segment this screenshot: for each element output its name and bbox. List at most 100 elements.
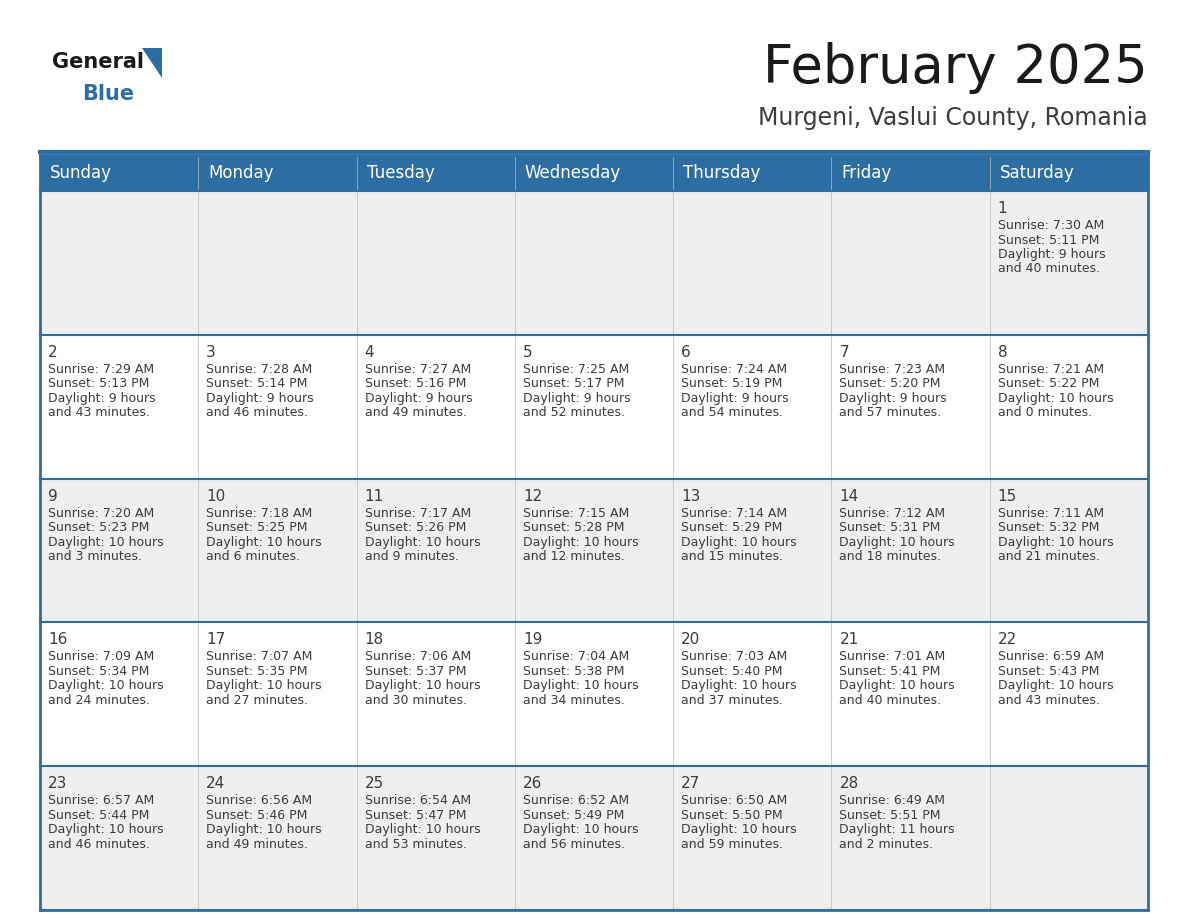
Text: Sunrise: 7:17 AM: Sunrise: 7:17 AM	[365, 507, 470, 520]
Text: Sunrise: 7:23 AM: Sunrise: 7:23 AM	[840, 363, 946, 375]
Text: Sunset: 5:43 PM: Sunset: 5:43 PM	[998, 665, 1099, 677]
Text: Daylight: 10 hours: Daylight: 10 hours	[207, 535, 322, 549]
Text: Wednesday: Wednesday	[525, 164, 621, 182]
Text: Sunrise: 7:25 AM: Sunrise: 7:25 AM	[523, 363, 630, 375]
Text: 26: 26	[523, 777, 542, 791]
Text: 15: 15	[998, 488, 1017, 504]
Text: Daylight: 11 hours: Daylight: 11 hours	[840, 823, 955, 836]
Text: Sunset: 5:20 PM: Sunset: 5:20 PM	[840, 377, 941, 390]
Text: and 59 minutes.: and 59 minutes.	[681, 838, 783, 851]
Text: and 27 minutes.: and 27 minutes.	[207, 694, 308, 707]
Text: Sunrise: 7:29 AM: Sunrise: 7:29 AM	[48, 363, 154, 375]
Text: Daylight: 10 hours: Daylight: 10 hours	[523, 535, 638, 549]
Text: Sunset: 5:16 PM: Sunset: 5:16 PM	[365, 377, 466, 390]
Text: Daylight: 9 hours: Daylight: 9 hours	[523, 392, 631, 405]
Text: Sunrise: 7:15 AM: Sunrise: 7:15 AM	[523, 507, 630, 520]
Text: Sunset: 5:46 PM: Sunset: 5:46 PM	[207, 809, 308, 822]
Text: Daylight: 10 hours: Daylight: 10 hours	[681, 679, 797, 692]
Text: 11: 11	[365, 488, 384, 504]
Text: Sunrise: 7:21 AM: Sunrise: 7:21 AM	[998, 363, 1104, 375]
Text: Daylight: 10 hours: Daylight: 10 hours	[998, 679, 1113, 692]
Text: 5: 5	[523, 345, 532, 360]
Text: Daylight: 9 hours: Daylight: 9 hours	[48, 392, 156, 405]
Text: 2: 2	[48, 345, 58, 360]
Text: Sunrise: 7:24 AM: Sunrise: 7:24 AM	[681, 363, 788, 375]
Bar	[40, 155, 1148, 191]
Text: Daylight: 10 hours: Daylight: 10 hours	[207, 823, 322, 836]
Text: Sunrise: 7:01 AM: Sunrise: 7:01 AM	[840, 650, 946, 664]
Text: 16: 16	[48, 633, 68, 647]
Polygon shape	[143, 48, 162, 78]
Text: Daylight: 9 hours: Daylight: 9 hours	[998, 248, 1105, 261]
Text: Daylight: 10 hours: Daylight: 10 hours	[523, 823, 638, 836]
Text: Daylight: 10 hours: Daylight: 10 hours	[840, 679, 955, 692]
Text: Sunrise: 7:11 AM: Sunrise: 7:11 AM	[998, 507, 1104, 520]
Text: Daylight: 10 hours: Daylight: 10 hours	[681, 823, 797, 836]
Text: and 34 minutes.: and 34 minutes.	[523, 694, 625, 707]
Text: 25: 25	[365, 777, 384, 791]
Text: Sunset: 5:37 PM: Sunset: 5:37 PM	[365, 665, 466, 677]
Text: Daylight: 10 hours: Daylight: 10 hours	[48, 535, 164, 549]
Text: Sunset: 5:17 PM: Sunset: 5:17 PM	[523, 377, 625, 390]
Text: 19: 19	[523, 633, 542, 647]
Text: Sunset: 5:47 PM: Sunset: 5:47 PM	[365, 809, 466, 822]
Text: Tuesday: Tuesday	[367, 164, 435, 182]
Text: Sunset: 5:32 PM: Sunset: 5:32 PM	[998, 521, 1099, 534]
Text: and 57 minutes.: and 57 minutes.	[840, 407, 942, 420]
Text: and 46 minutes.: and 46 minutes.	[48, 838, 150, 851]
Text: Sunset: 5:49 PM: Sunset: 5:49 PM	[523, 809, 624, 822]
Text: Sunset: 5:11 PM: Sunset: 5:11 PM	[998, 233, 1099, 247]
Text: Daylight: 9 hours: Daylight: 9 hours	[840, 392, 947, 405]
Text: Sunrise: 7:12 AM: Sunrise: 7:12 AM	[840, 507, 946, 520]
Text: and 49 minutes.: and 49 minutes.	[365, 407, 467, 420]
Text: 13: 13	[681, 488, 701, 504]
Text: and 21 minutes.: and 21 minutes.	[998, 550, 1100, 563]
Bar	[40, 335, 1148, 478]
Text: Sunset: 5:28 PM: Sunset: 5:28 PM	[523, 521, 625, 534]
Text: and 40 minutes.: and 40 minutes.	[840, 694, 941, 707]
Text: Daylight: 10 hours: Daylight: 10 hours	[48, 823, 164, 836]
Text: Sunrise: 7:18 AM: Sunrise: 7:18 AM	[207, 507, 312, 520]
Text: Sunrise: 7:20 AM: Sunrise: 7:20 AM	[48, 507, 154, 520]
Text: and 43 minutes.: and 43 minutes.	[48, 407, 150, 420]
Text: Daylight: 10 hours: Daylight: 10 hours	[365, 823, 480, 836]
Text: and 49 minutes.: and 49 minutes.	[207, 838, 308, 851]
Text: 18: 18	[365, 633, 384, 647]
Text: Sunset: 5:23 PM: Sunset: 5:23 PM	[48, 521, 150, 534]
Text: Sunrise: 6:56 AM: Sunrise: 6:56 AM	[207, 794, 312, 807]
Text: Sunset: 5:19 PM: Sunset: 5:19 PM	[681, 377, 783, 390]
Text: Daylight: 9 hours: Daylight: 9 hours	[207, 392, 314, 405]
Text: and 24 minutes.: and 24 minutes.	[48, 694, 150, 707]
Text: and 43 minutes.: and 43 minutes.	[998, 694, 1100, 707]
Text: Sunrise: 7:14 AM: Sunrise: 7:14 AM	[681, 507, 788, 520]
Text: Sunrise: 7:04 AM: Sunrise: 7:04 AM	[523, 650, 630, 664]
Text: Friday: Friday	[841, 164, 892, 182]
Text: Daylight: 10 hours: Daylight: 10 hours	[365, 535, 480, 549]
Text: and 2 minutes.: and 2 minutes.	[840, 838, 934, 851]
Text: Sunday: Sunday	[50, 164, 112, 182]
Text: 17: 17	[207, 633, 226, 647]
Text: Daylight: 10 hours: Daylight: 10 hours	[523, 679, 638, 692]
Text: and 53 minutes.: and 53 minutes.	[365, 838, 467, 851]
Text: Sunset: 5:13 PM: Sunset: 5:13 PM	[48, 377, 150, 390]
Text: Sunrise: 6:57 AM: Sunrise: 6:57 AM	[48, 794, 154, 807]
Text: February 2025: February 2025	[763, 42, 1148, 94]
Text: Sunrise: 7:27 AM: Sunrise: 7:27 AM	[365, 363, 470, 375]
Bar	[40, 478, 1148, 622]
Text: Murgeni, Vaslui County, Romania: Murgeni, Vaslui County, Romania	[758, 106, 1148, 130]
Text: Sunrise: 6:59 AM: Sunrise: 6:59 AM	[998, 650, 1104, 664]
Text: 20: 20	[681, 633, 701, 647]
Text: 6: 6	[681, 345, 691, 360]
Bar	[40, 767, 1148, 910]
Text: Sunrise: 7:07 AM: Sunrise: 7:07 AM	[207, 650, 312, 664]
Text: Sunset: 5:22 PM: Sunset: 5:22 PM	[998, 377, 1099, 390]
Text: Sunset: 5:41 PM: Sunset: 5:41 PM	[840, 665, 941, 677]
Text: 7: 7	[840, 345, 849, 360]
Text: Sunrise: 6:49 AM: Sunrise: 6:49 AM	[840, 794, 946, 807]
Text: Sunrise: 6:50 AM: Sunrise: 6:50 AM	[681, 794, 788, 807]
Text: Daylight: 10 hours: Daylight: 10 hours	[48, 679, 164, 692]
Text: 14: 14	[840, 488, 859, 504]
Text: Daylight: 9 hours: Daylight: 9 hours	[365, 392, 472, 405]
Text: and 18 minutes.: and 18 minutes.	[840, 550, 941, 563]
Text: Sunrise: 6:54 AM: Sunrise: 6:54 AM	[365, 794, 470, 807]
